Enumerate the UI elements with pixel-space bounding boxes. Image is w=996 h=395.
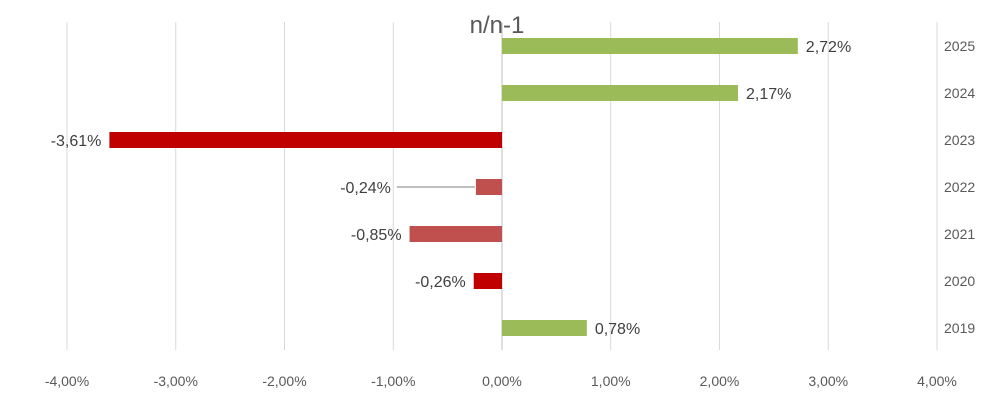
chart-title: n/n-1 <box>470 12 525 39</box>
x-tick-label: 0,00% <box>482 373 522 389</box>
data-label: -0,24% <box>340 180 391 197</box>
data-label: 0,78% <box>595 321 640 338</box>
x-tick-label: -4,00% <box>45 373 89 389</box>
category-label: 2022 <box>944 179 975 195</box>
bar <box>473 273 502 289</box>
data-label: -0,85% <box>351 227 402 244</box>
data-label: -0,26% <box>415 274 466 291</box>
category-label: 2025 <box>944 38 975 54</box>
category-labels: 2025 2024 2023 2022 2021 2020 2019 <box>944 38 975 336</box>
data-labels: 2,72% 2,17% -3,61% -0,24% -0,85% -0,26% 0,78% <box>51 39 851 338</box>
category-label: 2023 <box>944 132 975 148</box>
x-tick-label: 3,00% <box>808 373 848 389</box>
x-tick-label: -1,00% <box>371 373 415 389</box>
x-tick-label: 4,00% <box>917 373 957 389</box>
data-label: 2,17% <box>746 86 791 103</box>
bars <box>109 38 798 336</box>
data-label: -3,61% <box>51 133 102 150</box>
category-label: 2019 <box>944 320 975 336</box>
x-tick-label: -2,00% <box>262 373 306 389</box>
data-label: 2,72% <box>806 39 851 56</box>
bar <box>409 226 502 242</box>
category-label: 2020 <box>944 273 975 289</box>
x-tick-label: 2,00% <box>700 373 740 389</box>
bar <box>502 38 798 54</box>
bar <box>502 320 587 336</box>
category-label: 2021 <box>944 226 975 242</box>
x-axis-tick-labels: -4,00% -3,00% -2,00% -1,00% 0,00% 1,00% 2,00% 3… <box>45 373 957 389</box>
x-tick-label: -3,00% <box>154 373 198 389</box>
category-label: 2024 <box>944 85 975 101</box>
bar <box>502 85 738 101</box>
bar <box>475 179 502 195</box>
bar <box>109 132 502 148</box>
x-tick-label: 1,00% <box>591 373 631 389</box>
